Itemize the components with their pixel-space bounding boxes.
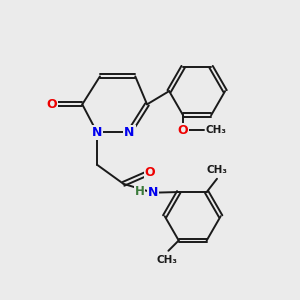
Text: N: N [148, 186, 158, 199]
Text: H: H [135, 185, 145, 198]
Text: CH₃: CH₃ [206, 165, 227, 175]
Text: O: O [145, 166, 155, 178]
Text: O: O [46, 98, 57, 111]
Text: N: N [124, 126, 135, 139]
Text: O: O [178, 124, 188, 136]
Text: CH₃: CH₃ [156, 255, 177, 265]
Text: CH₃: CH₃ [205, 125, 226, 135]
Text: N: N [92, 126, 102, 139]
